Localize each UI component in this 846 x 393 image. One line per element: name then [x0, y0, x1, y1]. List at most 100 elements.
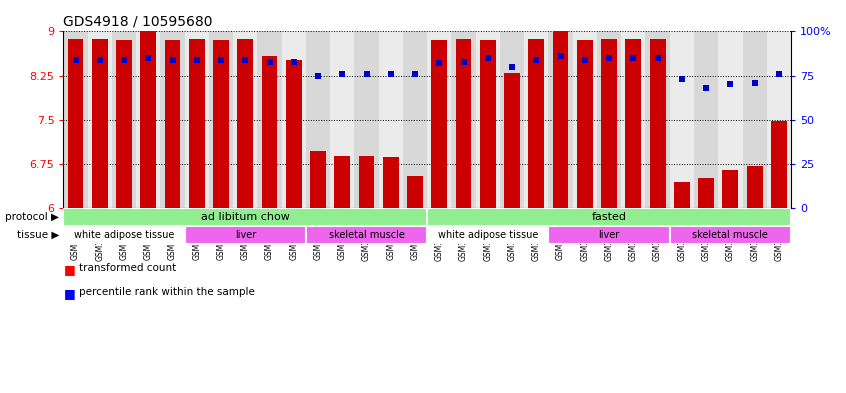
Bar: [427, 226, 548, 244]
Bar: [282, 208, 306, 226]
Bar: [306, 226, 427, 244]
Point: [409, 71, 422, 77]
Bar: [427, 208, 452, 226]
Bar: [427, 31, 452, 208]
Bar: [88, 208, 112, 226]
Point: [214, 57, 228, 63]
Bar: [359, 156, 375, 208]
Bar: [500, 208, 525, 226]
Bar: [209, 226, 233, 244]
Text: fasted: fasted: [591, 212, 627, 222]
Bar: [233, 31, 257, 208]
Bar: [548, 208, 573, 226]
Bar: [431, 40, 448, 208]
Bar: [184, 226, 209, 244]
Bar: [403, 208, 427, 226]
Bar: [161, 208, 184, 226]
Bar: [645, 208, 670, 226]
Bar: [650, 39, 666, 208]
Bar: [88, 31, 112, 208]
Bar: [597, 208, 621, 226]
Bar: [475, 208, 500, 226]
Bar: [379, 226, 403, 244]
Bar: [161, 31, 184, 208]
Bar: [334, 156, 350, 208]
Point: [432, 60, 446, 66]
Bar: [525, 226, 548, 244]
Point: [505, 64, 519, 70]
Bar: [621, 31, 645, 208]
Bar: [548, 226, 573, 244]
Bar: [306, 208, 330, 226]
Bar: [645, 226, 670, 244]
Bar: [261, 56, 277, 208]
Bar: [310, 151, 326, 208]
Bar: [136, 31, 161, 208]
Bar: [475, 226, 500, 244]
Bar: [670, 208, 694, 226]
Bar: [743, 208, 766, 226]
Text: ■: ■: [63, 263, 75, 276]
Bar: [718, 31, 743, 208]
Text: ■: ■: [63, 287, 75, 300]
Text: skeletal muscle: skeletal muscle: [328, 230, 404, 240]
Bar: [306, 226, 330, 244]
Bar: [670, 31, 694, 208]
Bar: [383, 157, 398, 208]
Bar: [330, 226, 354, 244]
Bar: [694, 208, 718, 226]
Bar: [92, 39, 107, 208]
Bar: [722, 170, 739, 208]
Bar: [88, 226, 112, 244]
Bar: [548, 226, 670, 244]
Bar: [456, 39, 471, 208]
Bar: [213, 40, 229, 208]
Bar: [354, 208, 379, 226]
Bar: [63, 208, 88, 226]
Point: [772, 71, 786, 77]
Bar: [475, 31, 500, 208]
Point: [627, 55, 640, 61]
Bar: [670, 226, 694, 244]
Bar: [552, 31, 569, 208]
Text: white adipose tissue: white adipose tissue: [74, 230, 174, 240]
Point: [530, 57, 543, 63]
Bar: [209, 31, 233, 208]
Bar: [233, 226, 257, 244]
Bar: [694, 31, 718, 208]
Bar: [602, 39, 617, 208]
Point: [166, 57, 179, 63]
Point: [748, 79, 761, 86]
Bar: [427, 208, 791, 226]
Point: [700, 85, 713, 91]
Bar: [184, 226, 306, 244]
Bar: [573, 31, 597, 208]
Point: [578, 57, 591, 63]
Text: tissue ▶: tissue ▶: [17, 230, 59, 240]
Bar: [112, 226, 136, 244]
Point: [651, 55, 664, 61]
Bar: [112, 208, 136, 226]
Bar: [161, 226, 184, 244]
Bar: [573, 208, 597, 226]
Text: percentile rank within the sample: percentile rank within the sample: [79, 287, 255, 297]
Bar: [670, 226, 791, 244]
Point: [93, 57, 107, 63]
Bar: [597, 226, 621, 244]
Bar: [504, 73, 520, 208]
Bar: [63, 208, 427, 226]
Point: [311, 72, 325, 79]
Bar: [257, 31, 282, 208]
Point: [141, 55, 155, 61]
Text: liver: liver: [234, 230, 256, 240]
Point: [602, 55, 616, 61]
Point: [263, 58, 277, 64]
Bar: [282, 31, 306, 208]
Point: [384, 71, 398, 77]
Bar: [238, 39, 253, 208]
Text: liver: liver: [598, 230, 620, 240]
Bar: [597, 31, 621, 208]
Bar: [452, 226, 475, 244]
Bar: [354, 31, 379, 208]
Bar: [452, 208, 475, 226]
